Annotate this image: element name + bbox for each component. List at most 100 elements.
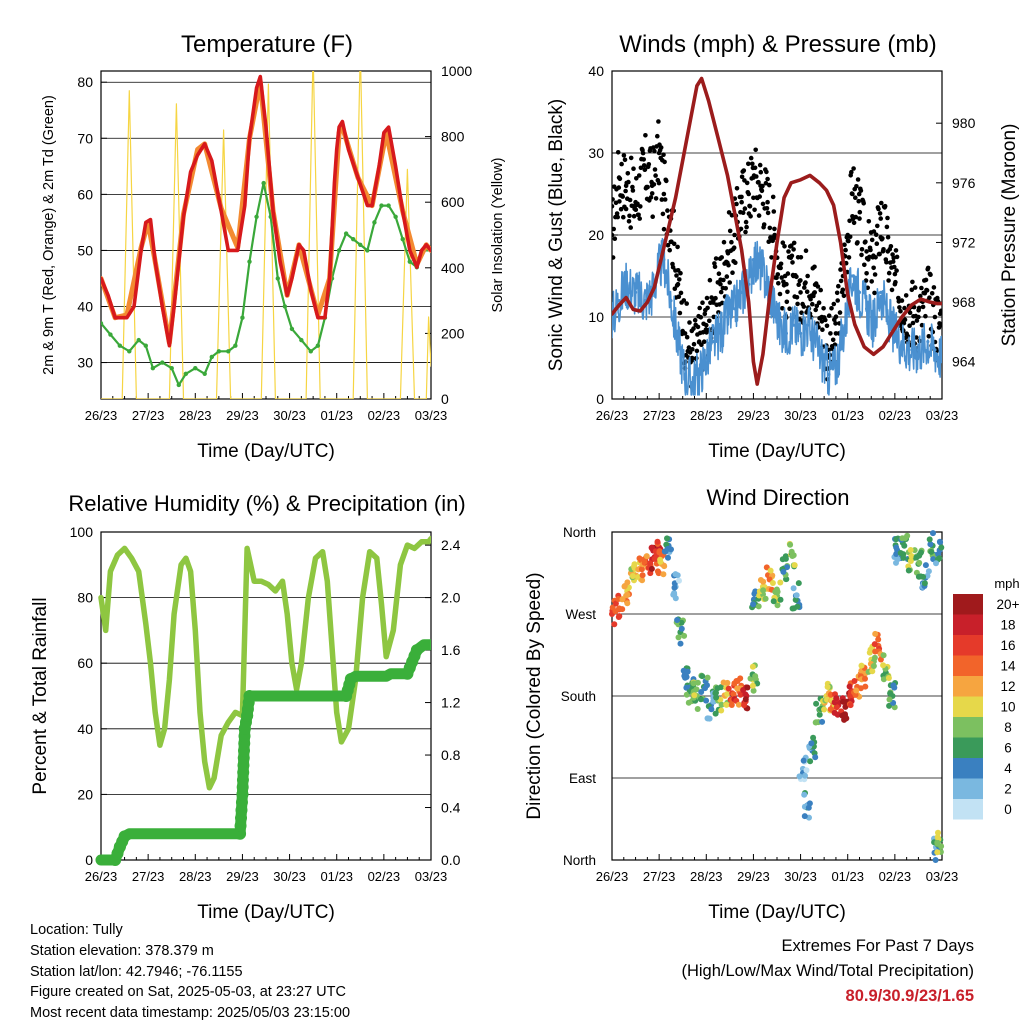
gust-point <box>615 214 620 220</box>
precipitation-point <box>410 644 423 657</box>
wind-direction-y-tick-label: South <box>561 689 596 704</box>
gust-point <box>861 201 866 206</box>
gust-point <box>923 277 929 283</box>
direction-point <box>649 544 655 551</box>
direction-point <box>624 591 631 598</box>
gust-point <box>896 295 901 301</box>
sonic-wind-point <box>907 348 911 352</box>
gust-point <box>649 191 655 196</box>
direction-point <box>787 541 794 548</box>
gust-point <box>623 206 629 212</box>
gust-point <box>892 281 898 287</box>
winds-y2-axis-label: Station Pressure (Maroon) <box>999 124 1020 347</box>
gust-point <box>675 281 681 287</box>
legend-label: 14 <box>1000 659 1016 674</box>
gust-point <box>625 171 631 176</box>
gust-point <box>803 280 808 285</box>
gust-point <box>739 194 744 200</box>
gust-point <box>734 201 739 207</box>
gust-point <box>752 207 757 213</box>
gust-point <box>833 331 839 336</box>
gust-point <box>850 191 855 197</box>
gust-point <box>660 211 666 217</box>
direction-point <box>779 556 786 563</box>
direction-point <box>800 757 807 764</box>
gust-point <box>674 273 679 278</box>
gust-point <box>784 281 789 287</box>
direction-point <box>619 596 626 603</box>
legend-swatch <box>953 778 983 799</box>
humidity-x-tick-label: 30/23 <box>273 869 306 884</box>
gust-point <box>627 197 633 203</box>
gust-point <box>659 197 665 202</box>
humidity-y2-tick-label: 0.8 <box>441 747 461 763</box>
gust-point <box>831 301 837 307</box>
gust-point <box>855 240 860 245</box>
wind-direction-x-axis-label: Time (Day/UTC) <box>708 902 846 923</box>
gust-point <box>829 306 834 311</box>
gust-point <box>903 293 909 298</box>
direction-point <box>718 707 725 714</box>
humidity-x-tick-label: 03/23 <box>415 869 448 884</box>
direction-point <box>647 560 654 567</box>
gust-point <box>840 287 846 293</box>
sonic-wind-point <box>704 356 708 360</box>
temperature-x-tick-label: 29/23 <box>226 408 259 423</box>
direction-point <box>846 683 853 690</box>
direction-point <box>780 568 787 575</box>
gust-point <box>816 300 822 306</box>
winds-x-tick-label: 03/23 <box>926 408 959 423</box>
gust-point <box>618 206 624 212</box>
direction-point <box>801 813 808 820</box>
direction-point <box>887 690 894 697</box>
gust-point <box>700 300 705 306</box>
humidity-y-tick-label: 80 <box>77 590 93 606</box>
wind-direction-y-tick-label: East <box>569 771 596 786</box>
gust-point <box>744 180 750 186</box>
gust-point <box>872 290 877 296</box>
humidity-y2-tick-label: 1.2 <box>441 695 461 711</box>
gust-point <box>772 226 777 232</box>
gust-point <box>634 176 639 181</box>
station-info: Location: Tully Station elevation: 378.3… <box>30 920 350 1024</box>
direction-point <box>612 600 619 607</box>
gust-point <box>692 317 698 323</box>
gust-point <box>670 264 676 270</box>
direction-point <box>693 686 700 693</box>
humidity-y-tick-label: 100 <box>70 524 94 540</box>
direction-point <box>871 654 878 661</box>
gust-point <box>925 265 931 271</box>
legend-label: 16 <box>1000 638 1015 653</box>
gust-point <box>695 324 701 330</box>
gust-point <box>684 301 689 306</box>
gust-point <box>874 241 880 246</box>
direction-point <box>774 602 781 609</box>
sonic-wind-point <box>864 307 869 311</box>
direction-point <box>651 555 658 562</box>
winds-x-tick-label: 28/23 <box>690 408 723 423</box>
gust-point <box>676 294 682 300</box>
legend-swatch <box>953 635 983 656</box>
gust-point <box>656 119 661 124</box>
direction-point <box>705 715 712 722</box>
relative-humidity-line <box>98 535 431 791</box>
winds-y2-tick-label: 964 <box>952 354 976 370</box>
gust-point <box>854 184 859 189</box>
station-pressure-line <box>612 76 942 386</box>
temperature-y-tick-label: 50 <box>77 242 93 258</box>
gust-point <box>821 306 826 311</box>
direction-point <box>869 668 876 675</box>
direction-point <box>862 675 868 682</box>
legend-label: 0 <box>1004 802 1012 817</box>
direction-point <box>886 696 893 703</box>
gust-point <box>810 301 815 307</box>
temperature-y2-axis-label: Solar Insolation (Yellow) <box>490 157 506 312</box>
gust-point <box>649 183 655 189</box>
gust-point <box>907 310 913 316</box>
gust-point <box>690 347 695 352</box>
direction-point <box>905 567 912 574</box>
gust-point <box>857 209 863 215</box>
gust-point <box>798 278 803 283</box>
direction-point <box>819 718 826 725</box>
gust-point <box>863 239 868 244</box>
